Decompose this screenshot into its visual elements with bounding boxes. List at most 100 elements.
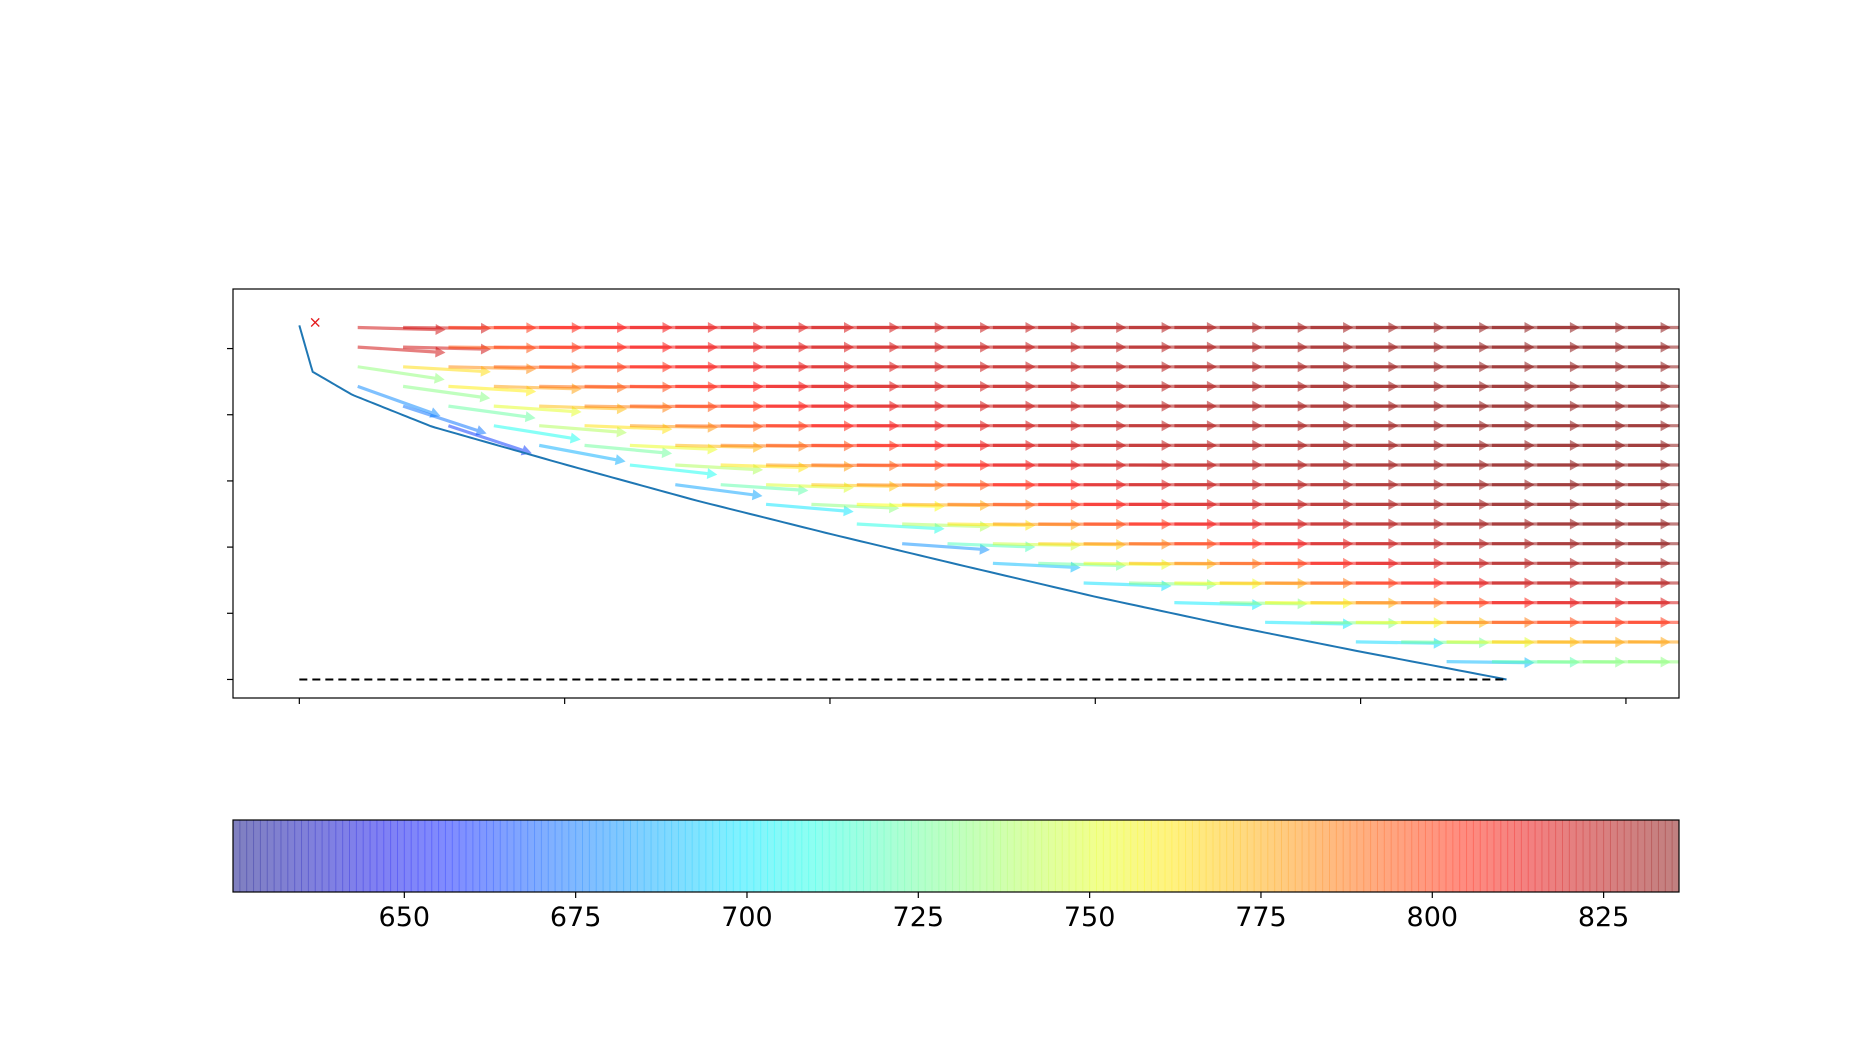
velocity-arrow — [448, 363, 537, 375]
colorbar-tick-label: 725 — [893, 902, 945, 933]
velocity-arrow — [1582, 439, 1671, 451]
velocity-arrow — [1219, 341, 1308, 353]
velocity-arrow — [992, 420, 1081, 432]
velocity-arrow — [675, 483, 763, 501]
velocity-arrow — [1265, 420, 1354, 432]
velocity-arrow — [902, 499, 991, 511]
velocity-arrow — [992, 361, 1081, 373]
velocity-arrow — [1355, 637, 1444, 649]
velocity-arrow — [1401, 498, 1490, 510]
velocity-arrow — [811, 400, 900, 412]
velocity-arrow — [766, 322, 854, 333]
velocity-arrow — [1491, 439, 1580, 451]
velocity-arrow — [1310, 557, 1399, 569]
velocity-arrow — [1537, 459, 1626, 471]
velocity-arrow — [1537, 361, 1626, 373]
velocity-arrow — [1628, 581, 1679, 585]
velocity-arrow — [1582, 616, 1671, 628]
velocity-arrow — [1582, 459, 1671, 471]
velocity-arrow — [1537, 341, 1626, 353]
velocity-arrow — [720, 381, 809, 392]
velocity-arrow — [1265, 322, 1354, 333]
velocity-arrow — [1446, 479, 1535, 491]
velocity-arrow — [402, 404, 487, 436]
velocity-arrow — [1310, 400, 1399, 412]
velocity-arrow — [856, 380, 945, 392]
velocity-arrow — [1083, 439, 1172, 451]
velocity-arrow — [675, 341, 764, 353]
velocity-arrow — [902, 420, 991, 432]
velocity-arrow — [1310, 361, 1399, 373]
velocity-arrow — [1401, 380, 1490, 392]
velocity-arrow — [947, 499, 1036, 511]
velocity-arrow — [1129, 558, 1217, 570]
velocity-arrow — [1083, 322, 1172, 333]
velocity-arrow — [1219, 420, 1308, 432]
velocity-arrow — [1491, 420, 1580, 432]
velocity-arrow — [1491, 518, 1580, 530]
velocity-arrow — [1174, 498, 1263, 510]
velocity-arrow — [1310, 518, 1399, 530]
velocity-arrow — [1628, 463, 1679, 467]
velocity-arrow — [1174, 400, 1263, 412]
velocity-arrow — [1083, 459, 1172, 471]
velocity-arrow — [720, 440, 809, 452]
velocity-arrow — [902, 322, 991, 333]
velocity-arrow — [1265, 518, 1354, 530]
velocity-arrow — [902, 361, 991, 373]
velocity-arrow — [1491, 557, 1580, 569]
velocity-arrow — [1491, 479, 1580, 491]
velocity-arrow — [1355, 322, 1444, 333]
velocity-arrow — [1219, 518, 1308, 530]
velocity-arrow — [1129, 459, 1217, 471]
velocity-arrow — [1083, 559, 1172, 570]
velocity-arrow — [992, 439, 1081, 451]
velocity-arrow — [1446, 322, 1535, 333]
velocity-arrow — [1038, 322, 1127, 333]
velocity-arrow — [1537, 380, 1626, 392]
velocity-arrow — [1129, 341, 1217, 353]
colorbar-tick-label: 800 — [1407, 902, 1459, 933]
velocity-arrow — [1174, 380, 1263, 392]
velocity-arrow — [1219, 538, 1308, 550]
velocity-arrow — [1355, 597, 1444, 609]
velocity-arrow — [584, 341, 673, 353]
velocity-arrow — [447, 424, 532, 456]
velocity-arrow — [992, 561, 1081, 573]
velocity-arrow — [1537, 616, 1626, 628]
velocity-arrow — [720, 461, 809, 473]
velocity-arrow — [1219, 380, 1308, 392]
velocity-arrow — [1129, 538, 1217, 550]
velocity-arrow — [675, 381, 764, 393]
velocity-arrow — [1446, 657, 1535, 669]
velocity-arrow — [1628, 443, 1679, 447]
velocity-arrow — [629, 443, 718, 455]
colorbar-tick-label: 825 — [1578, 902, 1630, 933]
velocity-arrow — [1083, 380, 1172, 392]
velocity-arrow — [1129, 380, 1217, 392]
velocity-arrow — [357, 384, 441, 418]
quiver-plot-axes: × — [227, 288, 1680, 704]
velocity-arrow — [448, 342, 537, 354]
velocity-arrow — [1265, 479, 1354, 491]
velocity-arrow — [1355, 479, 1444, 491]
velocity-arrow — [1129, 400, 1217, 412]
velocity-arrow — [1537, 439, 1626, 451]
velocity-arrow — [448, 404, 536, 423]
velocity-arrow — [1083, 400, 1172, 412]
x-axis-ticks — [298, 698, 1627, 704]
velocity-arrow — [947, 341, 1036, 353]
velocity-arrow — [947, 400, 1036, 412]
velocity-arrow — [1083, 420, 1172, 432]
velocity-arrow — [1582, 400, 1671, 412]
velocity-arrow — [1401, 361, 1490, 373]
velocity-arrow — [856, 322, 945, 333]
velocity-arrow — [1401, 577, 1490, 589]
velocity-arrow — [811, 480, 900, 492]
velocity-arrow — [1174, 341, 1263, 353]
velocity-arrow — [538, 443, 626, 466]
velocity-arrow — [493, 342, 582, 353]
velocity-arrow — [1310, 322, 1399, 333]
plot-area — [233, 289, 1679, 698]
velocity-arrow — [1537, 538, 1626, 550]
